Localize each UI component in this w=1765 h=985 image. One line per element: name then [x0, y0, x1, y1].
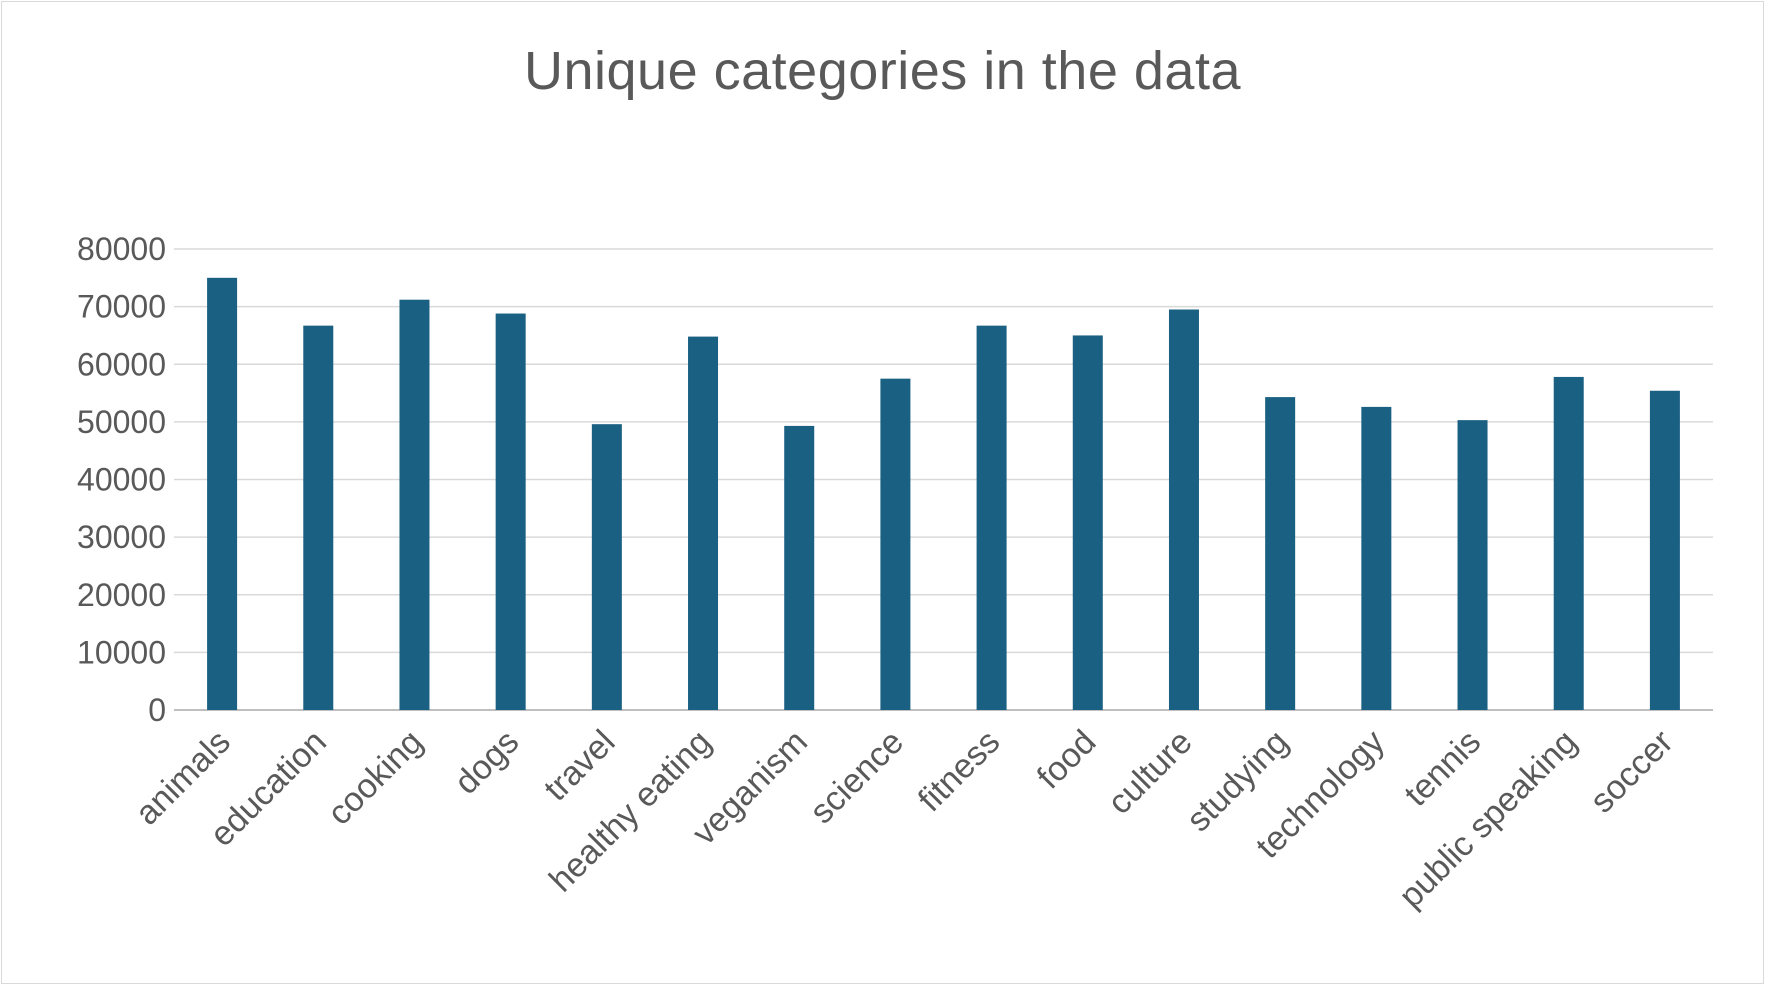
chart-title: Unique categories in the data: [524, 41, 1241, 101]
bar-cooking: [399, 299, 430, 710]
y-tick-label: 20000: [77, 577, 166, 613]
bar-soccer: [1649, 390, 1680, 710]
bar-technology: [1361, 406, 1392, 710]
x-tick-label: tennis: [1397, 723, 1488, 814]
y-tick-label: 0: [148, 692, 166, 728]
y-tick-label: 40000: [77, 462, 166, 498]
bar-fitness: [976, 325, 1007, 710]
x-tick-label: food: [1030, 723, 1104, 797]
x-tick-label: travel: [537, 723, 623, 809]
x-tick-label: science: [803, 723, 911, 831]
bar-veganism: [784, 425, 815, 710]
bar-travel: [591, 424, 622, 710]
bar-healthy-eating: [688, 336, 719, 710]
y-tick-label: 80000: [77, 231, 166, 267]
y-tick-label: 10000: [77, 634, 166, 670]
x-tick-label: cooking: [320, 723, 430, 833]
bar-dogs: [495, 313, 526, 710]
y-tick-label: 30000: [77, 519, 166, 555]
bar-culture: [1168, 309, 1199, 710]
x-tick-label: dogs: [447, 723, 526, 802]
x-tick-label: soccer: [1583, 723, 1681, 821]
y-tick-label: 70000: [77, 289, 166, 325]
bar-public-speaking: [1553, 376, 1584, 710]
bar-animals: [207, 277, 238, 710]
y-tick-label: 50000: [77, 404, 166, 440]
gridlines: [174, 248, 1713, 711]
bars: [207, 277, 1680, 710]
x-tick-label: public speaking: [1392, 723, 1585, 916]
y-tick-label: 60000: [77, 346, 166, 382]
bar-science: [880, 378, 911, 710]
y-axis-ticks: 0 10000 20000 30000 40000 50000 60000 70000 8000…: [77, 231, 166, 728]
bar-education: [303, 325, 334, 710]
bar-studying: [1265, 397, 1296, 710]
x-tick-label: fitness: [911, 723, 1007, 819]
bar-food: [1072, 335, 1103, 710]
bar-tennis: [1457, 420, 1488, 710]
